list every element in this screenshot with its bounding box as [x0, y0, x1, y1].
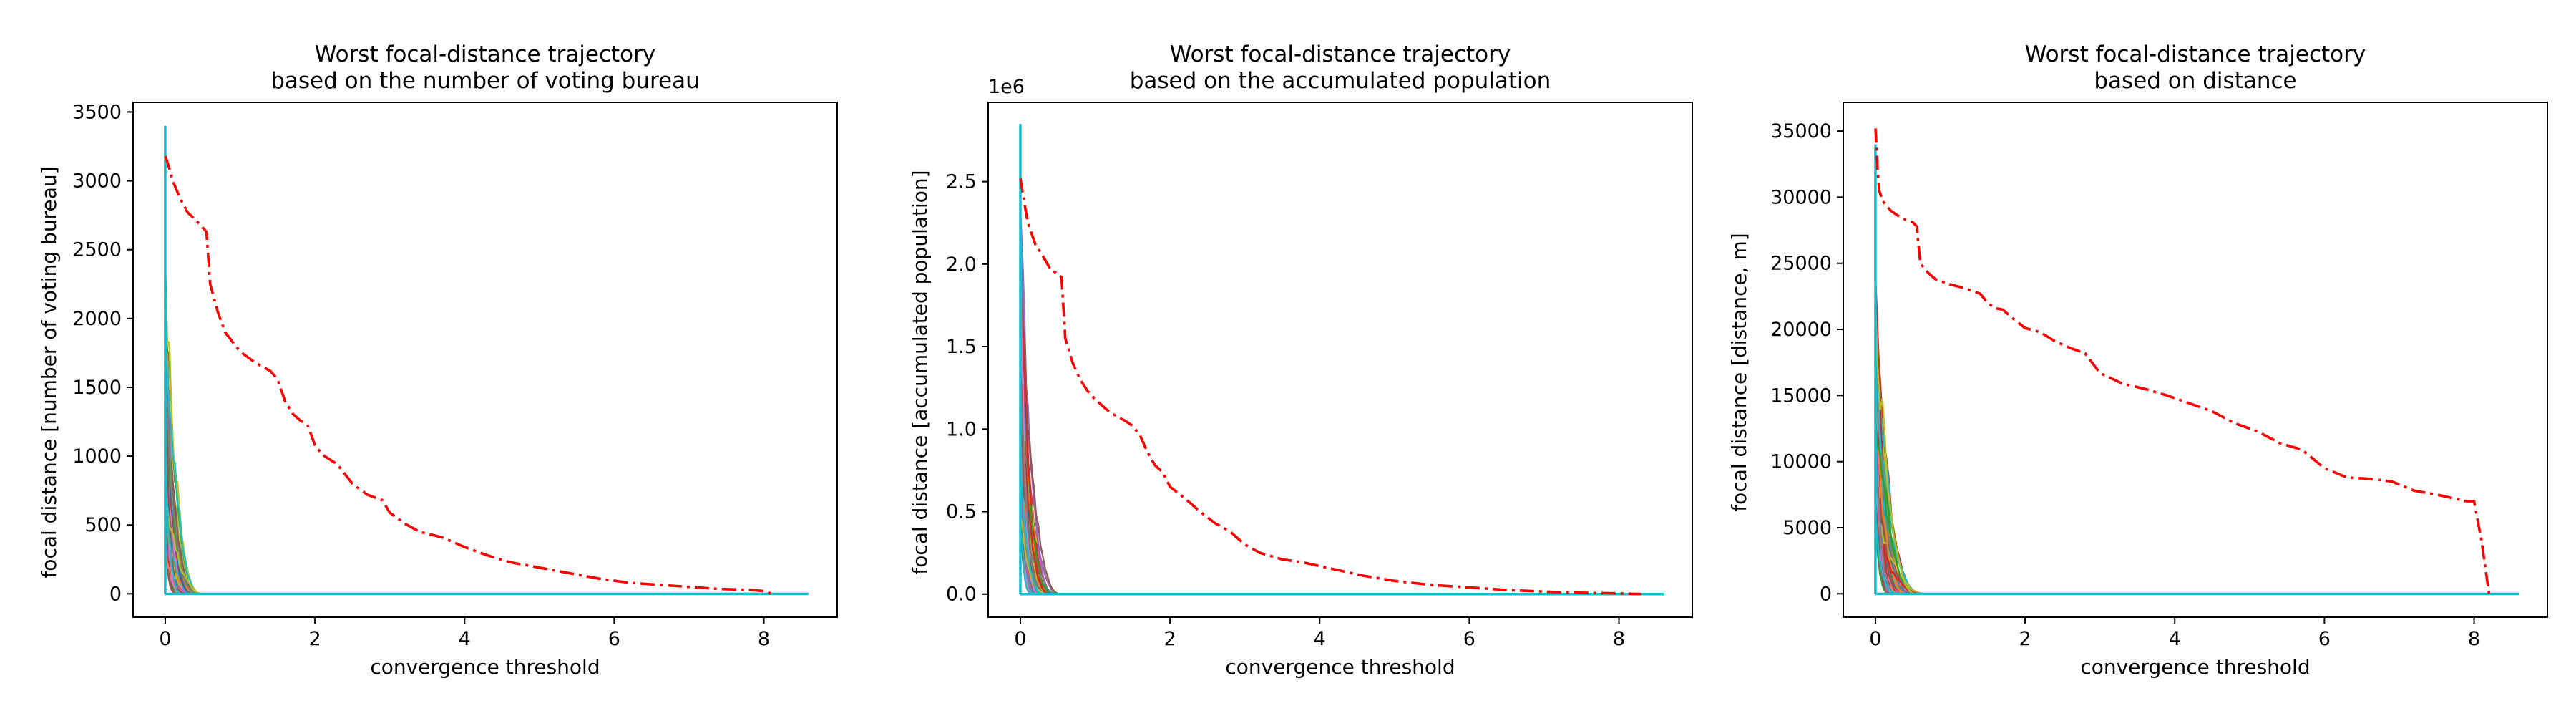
y-tick-label: 1.0	[946, 418, 977, 440]
x-tick-label: 0	[159, 628, 171, 650]
y-tick-label: 20000	[1770, 319, 1832, 341]
y-tick-label: 10000	[1770, 451, 1832, 473]
x-tick-label: 0	[1869, 628, 1881, 650]
y-tick-label: 15000	[1770, 384, 1832, 407]
x-tick-label: 4	[1314, 628, 1326, 650]
y-tick-label: 3000	[72, 170, 122, 193]
chart-title-line1: Worst focal-distance trajectory	[1170, 42, 1511, 67]
x-tick-label: 2	[1164, 628, 1176, 650]
x-tick-label: 4	[2169, 628, 2181, 650]
trajectory-line	[1019, 281, 1295, 595]
y-tick-label: 5000	[1782, 517, 1832, 539]
axes-frame	[1843, 102, 2548, 618]
plot-area: 0 2 4 6 8 0 5000 10000 15000 20000 25000 30000 35000	[1770, 102, 2548, 650]
y-tick-label: 1500	[72, 377, 122, 399]
y-tick-label: 30000	[1770, 186, 1832, 208]
axes-frame	[987, 102, 1693, 618]
y-tick-label: 500	[84, 514, 122, 536]
x-axis-label: convergence threshold	[370, 655, 600, 679]
y-tick-label: 2.5	[946, 171, 977, 193]
plot-data	[164, 125, 809, 596]
chart-title-line2: based on the number of voting bureau	[270, 68, 700, 94]
y-tick-label: 3500	[72, 101, 122, 123]
chart-panel-distance: Worst focal-distance trajectory based on…	[1727, 42, 2548, 679]
y-axis-offset-label: 1e6	[988, 76, 1025, 98]
x-tick-label: 8	[758, 628, 770, 650]
x-tick-label: 6	[2318, 628, 2331, 650]
y-tick-label: 0.0	[946, 584, 977, 606]
chart-title-line1: Worst focal-distance trajectory	[2025, 42, 2366, 67]
x-axis-label: convergence threshold	[2080, 655, 2310, 679]
x-tick-label: 4	[459, 628, 471, 650]
y-tick-label: 2.0	[946, 253, 977, 276]
y-tick-label: 2500	[72, 239, 122, 261]
x-tick-label: 8	[2468, 628, 2480, 650]
worst-trajectory-line	[1019, 178, 1641, 596]
y-tick-label: 25000	[1770, 253, 1832, 275]
worst-trajectory-line	[1874, 128, 2491, 594]
x-tick-label: 2	[2019, 628, 2031, 650]
y-axis-label: focal distance [number of voting bureau]	[37, 166, 61, 578]
x-tick-label: 0	[1014, 628, 1026, 650]
plot-area: 0 2 4 6 8 0 500 1000 1500 2000 2500 3000 3500	[72, 101, 838, 650]
chart-panel-voting-bureau: Worst focal-distance trajectory based on…	[37, 42, 838, 679]
worst-trajectory-line	[164, 155, 772, 595]
axes-frame	[132, 102, 838, 618]
x-axis-label: convergence threshold	[1225, 655, 1455, 679]
y-tick-label: 0.5	[946, 501, 977, 523]
y-tick-label: 0	[109, 583, 122, 605]
y-axis-label: focal distance [distance, m]	[1727, 233, 1751, 511]
plot-data	[1019, 123, 1664, 596]
chart-title-line2: based on distance	[2094, 68, 2296, 94]
y-tick-label: 2000	[72, 308, 122, 330]
x-tick-label: 8	[1613, 628, 1625, 650]
plot-data	[1874, 128, 2519, 596]
chart-panel-accumulated-population: Worst focal-distance trajectory based on…	[908, 42, 1693, 679]
y-tick-label: 1.5	[946, 336, 977, 358]
y-tick-label: 35000	[1770, 120, 1832, 142]
y-axis-label: focal distance [accumulated population]	[908, 170, 932, 574]
y-tick-label: 1000	[72, 445, 122, 468]
x-tick-label: 6	[608, 628, 620, 650]
plot-area: 0 2 4 6 8 0.0 0.5 1.0 1.5 2.0 2.5	[946, 102, 1693, 650]
x-tick-label: 6	[1463, 628, 1475, 650]
chart-title-line2: based on the accumulated population	[1130, 68, 1551, 94]
x-tick-label: 2	[309, 628, 321, 650]
y-tick-label: 0	[1820, 583, 1832, 605]
chart-title-line1: Worst focal-distance trajectory	[315, 42, 655, 67]
